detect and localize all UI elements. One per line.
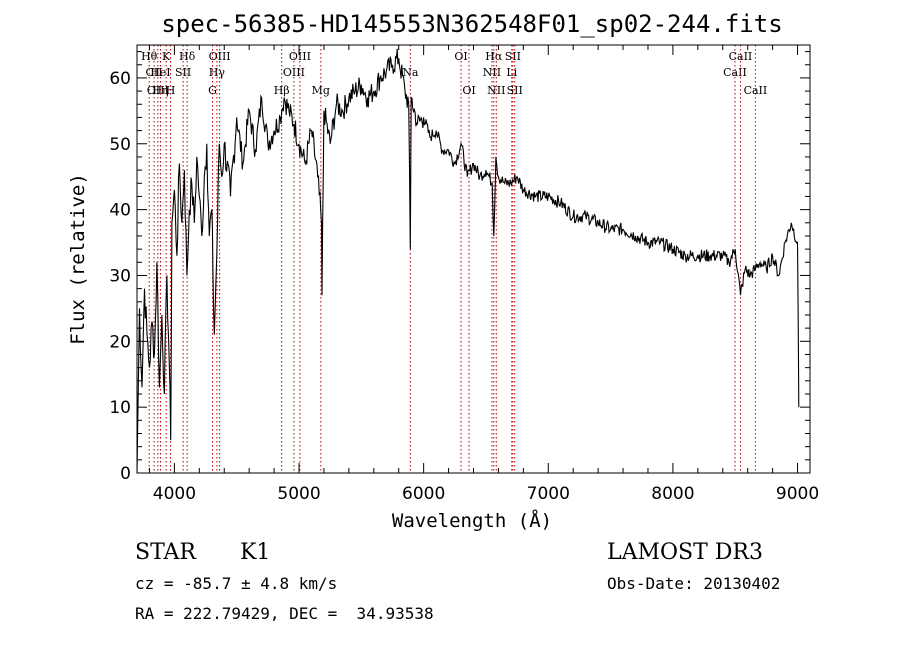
x-tick-label: 8000 [651,484,694,504]
y-tick-label: 30 [109,266,131,286]
spectral-line-label: CaII [729,50,753,63]
spectral-line-label: H [166,84,176,97]
y-tick-label: 20 [109,332,131,352]
object-subclass: K1 [240,540,271,565]
spectral-line-label: Mg [312,84,330,97]
spectral-line-label: Hδ [179,50,196,63]
spectral-line-label: CaII [723,66,747,79]
spectral-line-label: SII [505,50,521,63]
x-tick-label: 4000 [153,484,196,504]
spectral-line-label: CaII [744,84,768,97]
y-tick-label: 10 [109,398,131,418]
x-axis-label: Wavelength (Å) [392,509,552,532]
spectral-line-label: HeI [150,66,170,79]
survey-name: LAMOST DR3 [607,540,763,565]
x-tick-label: 9000 [776,484,819,504]
spectral-line-label: Hθ [141,50,158,63]
spectral-line-label: G [208,84,217,97]
spectrum-line [136,48,800,474]
spectral-line-label: NII [487,84,505,97]
y-tick-label: 40 [109,201,131,221]
axes: 4000 5000 6000 7000 8000 9000 0 10 20 30 40 50 60 [109,45,819,504]
spectral-line-label: NII [483,66,501,79]
object-class: STAR [135,540,196,565]
spectral-line-label: OIII [209,50,231,63]
spectral-line-label: OIII [289,50,311,63]
x-tick-label: 7000 [527,484,570,504]
spectral-line-label: CII [146,66,163,79]
spectral-line-label: Hα [485,50,503,63]
spectral-line-label: OIII [283,66,305,79]
spectral-line-label: Li [506,66,517,79]
spectral-line-label: K [162,50,171,63]
x-tick-label: 5000 [277,484,320,504]
spectral-line-markers: HθCIIOIIIHηHeIKHSIIHδGHγOIIIHβOIIIOIIIMg… [141,45,767,473]
spectral-line-label: Na [402,66,419,79]
redshift-readout: cz = -85.7 ± 4.8 km/s [135,574,338,593]
spectral-line-label: Hγ [209,66,226,79]
x-tick-label: 6000 [402,484,445,504]
chart-title: spec-56385-HD145553N362548F01_sp02-244.f… [161,10,782,38]
spectral-line-label: OI [462,84,475,97]
spectral-line-label: OIII [147,84,169,97]
spectrum-data [136,48,800,474]
y-tick-label: 60 [109,69,131,89]
spectral-line-label: SII [507,84,523,97]
observation-date: Obs-Date: 20130402 [607,574,781,593]
spectral-line-label: OI [454,50,467,63]
spectral-line-label: SII [175,66,191,79]
coordinates-readout: RA = 222.79429, DEC = 34.93538 [135,604,434,623]
y-tick-label: 0 [120,464,131,484]
y-axis-label: Flux (relative) [67,173,89,345]
spectral-line-label: Hβ [274,84,290,97]
y-tick-label: 50 [109,135,131,155]
